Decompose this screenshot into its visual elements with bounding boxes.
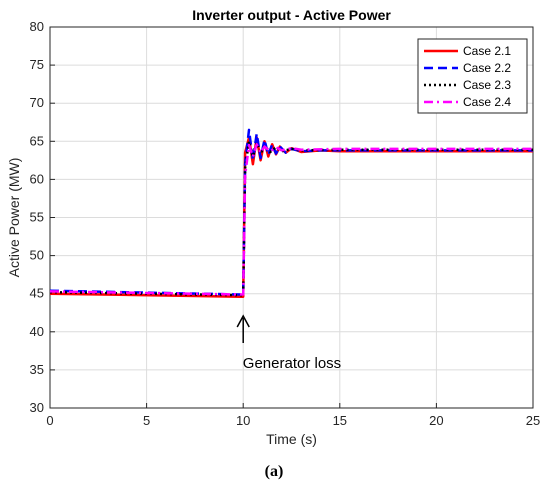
x-axis-label: Time (s) (266, 431, 317, 447)
y-tick-label: 45 (30, 286, 44, 301)
series-line-2 (49, 128, 533, 296)
legend-label-4: Case 2.4 (463, 95, 511, 109)
y-tick-label: 60 (30, 171, 44, 186)
x-tick-label: 10 (236, 413, 250, 428)
y-tick-label: 55 (30, 210, 44, 225)
x-tick-label: 0 (46, 413, 53, 428)
figure-caption: (a) (265, 463, 284, 480)
axis-ticks: 0 5 10 15 20 25 30 35 40 45 50 55 60 65 70 75 80 (30, 19, 541, 428)
x-tick-label: 5 (143, 413, 150, 428)
annotation: Generator loss (236, 314, 341, 372)
y-tick-label: 35 (30, 362, 44, 377)
y-tick-label: 65 (30, 133, 44, 148)
annotation-arrow-head (236, 314, 250, 328)
y-tick-label: 40 (30, 324, 44, 339)
y-axis-label: Active Power (MW) (6, 158, 22, 278)
grid (49, 26, 534, 409)
annotation-text: Generator loss (243, 355, 341, 372)
series-line-4 (49, 143, 533, 296)
legend-box (417, 38, 528, 114)
legend-label-3: Case 2.3 (463, 78, 511, 92)
x-tick-label: 20 (429, 413, 443, 428)
legend-label-1: Case 2.1 (463, 44, 511, 58)
y-tick-label: 80 (30, 19, 44, 34)
y-tick-label: 30 (30, 400, 44, 415)
series-layer (49, 128, 533, 298)
legend-label-2: Case 2.2 (463, 61, 511, 75)
x-tick-label: 15 (333, 413, 347, 428)
y-tick-label: 50 (30, 248, 44, 263)
y-tick-label: 70 (30, 95, 44, 110)
chart-title: Inverter output - Active Power (192, 7, 391, 23)
x-tick-label: 25 (526, 413, 540, 428)
legend: Case 2.1 Case 2.2 Case 2.3 Case 2.4 (417, 38, 528, 114)
y-tick-label: 75 (30, 57, 44, 72)
